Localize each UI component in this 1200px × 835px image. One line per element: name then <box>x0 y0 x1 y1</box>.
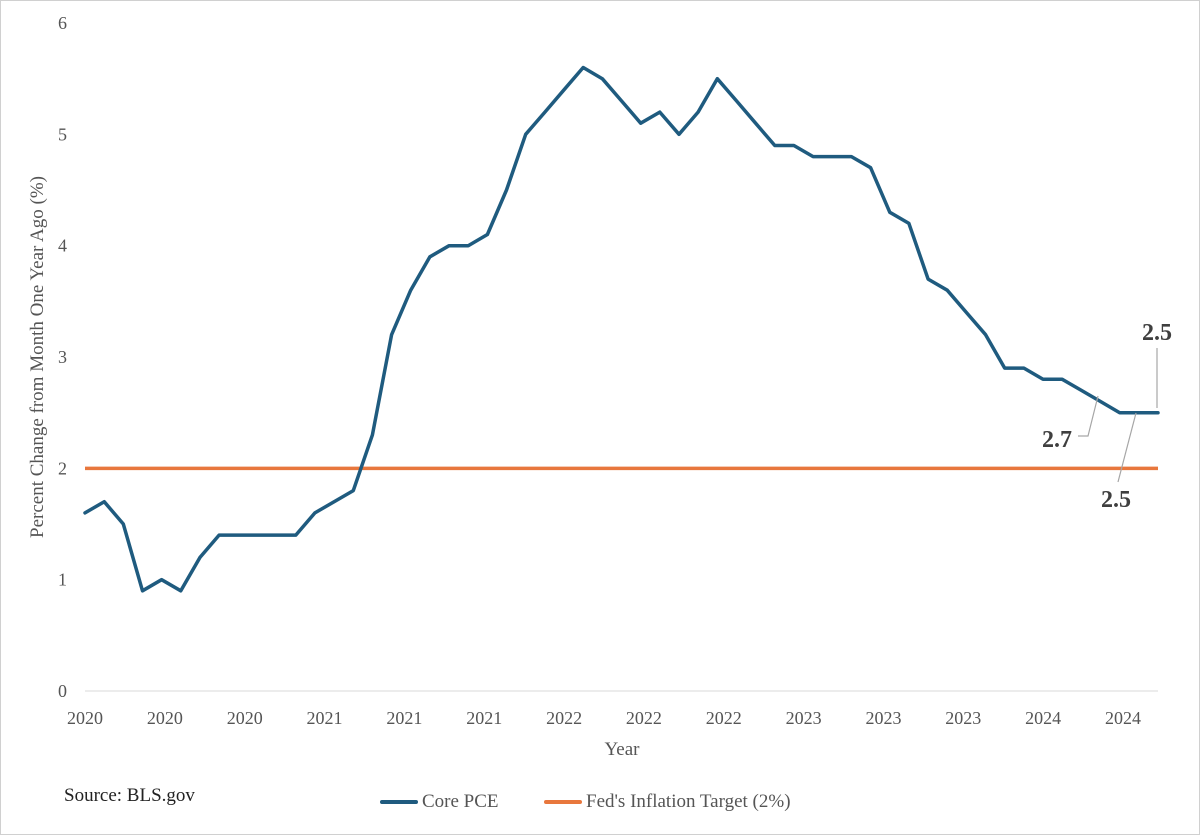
y-tick-label: 6 <box>58 13 67 33</box>
x-tick-label: 2022 <box>626 708 662 728</box>
legend-swatch-core-pce <box>380 800 418 804</box>
legend: Core PCE Fed's Inflation Target (2%) <box>0 791 1200 815</box>
legend-label-core-pce: Core PCE <box>422 791 499 812</box>
legend-label-fed-target: Fed's Inflation Target (2%) <box>586 791 791 812</box>
y-axis-ticks: 0 1 2 3 4 5 6 <box>58 13 67 701</box>
legend-item-core-pce: Core PCE <box>380 791 499 813</box>
callout-label: 2.5 <box>1142 320 1172 346</box>
x-tick-label: 2020 <box>67 708 103 728</box>
source-note: Source: BLS.gov <box>64 785 195 806</box>
x-tick-label: 2024 <box>1025 708 1061 728</box>
callout-leader <box>1078 395 1099 437</box>
x-tick-label: 2023 <box>786 708 822 728</box>
y-tick-label: 4 <box>58 236 67 256</box>
x-tick-label: 2024 <box>1105 708 1141 728</box>
x-tick-label: 2021 <box>386 708 422 728</box>
core-pce-line <box>83 65 1160 593</box>
x-tick-label: 2021 <box>307 708 343 728</box>
y-tick-label: 2 <box>58 458 67 478</box>
y-tick-label: 1 <box>58 570 67 590</box>
data-callouts: 2.5 2.7 2.5 <box>1042 320 1172 513</box>
x-tick-label: 2020 <box>147 708 183 728</box>
callout-label: 2.7 <box>1042 427 1072 453</box>
x-tick-label: 2022 <box>546 708 582 728</box>
callout-label: 2.5 <box>1101 487 1131 513</box>
x-tick-label: 2023 <box>865 708 901 728</box>
callout-leader <box>1117 412 1137 483</box>
y-tick-label: 5 <box>58 124 67 144</box>
x-tick-label: 2020 <box>227 708 263 728</box>
x-tick-label: 2021 <box>466 708 502 728</box>
x-tick-label: 2022 <box>706 708 742 728</box>
x-tick-label: 2023 <box>945 708 981 728</box>
legend-swatch-fed-target <box>544 800 582 804</box>
y-axis-title: Percent Change from Month One Year Ago (… <box>27 176 48 538</box>
y-tick-label: 3 <box>58 347 67 367</box>
x-axis-ticks: 2020 2020 2020 2021 2021 2021 2022 2022 2022 2023… <box>67 708 1141 728</box>
legend-item-fed-target: Fed's Inflation Target (2%) <box>544 791 791 813</box>
y-tick-label: 0 <box>58 681 67 701</box>
x-axis-title: Year <box>604 739 640 760</box>
